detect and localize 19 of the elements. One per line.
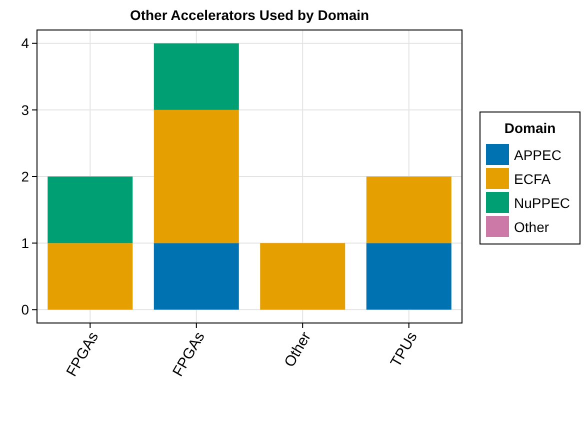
chart-title: Other Accelerators Used by Domain xyxy=(130,7,370,23)
legend-label: APPEC xyxy=(514,146,562,163)
y-tick-label: 0 xyxy=(21,302,30,318)
legend-label: ECFA xyxy=(514,170,552,187)
bar xyxy=(154,110,239,244)
bar xyxy=(366,243,452,310)
y-tick-label: 3 xyxy=(21,102,30,118)
legend-label: Other xyxy=(514,218,550,235)
bar xyxy=(154,243,239,310)
y-tick-label: 1 xyxy=(21,234,30,251)
y-tick-label: 4 xyxy=(21,35,30,52)
bar xyxy=(260,243,346,310)
bar xyxy=(366,176,452,244)
legend-label: NuPPEC xyxy=(514,194,570,211)
bar xyxy=(48,243,133,310)
y-tick-label: 2 xyxy=(21,168,30,184)
bar xyxy=(154,43,239,110)
legend-title: Domain xyxy=(504,120,556,136)
bar xyxy=(48,176,133,244)
